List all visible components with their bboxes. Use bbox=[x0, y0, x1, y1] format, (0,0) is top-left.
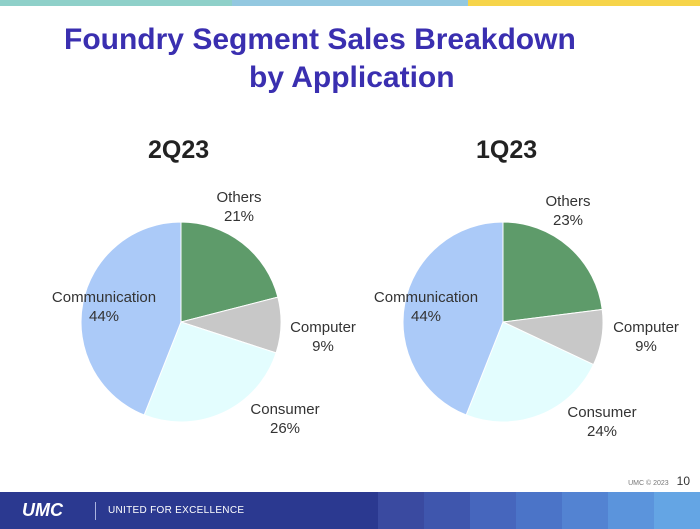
slice-percent: 44% bbox=[88, 308, 120, 325]
tagline: UNITED FOR EXCELLENCE bbox=[108, 505, 245, 516]
slice-name: Communication bbox=[51, 289, 157, 306]
slice-percent: 21% bbox=[223, 208, 255, 225]
label-communication-2q23: Communication 44% bbox=[46, 288, 162, 326]
title-line-1: Foundry Segment Sales Breakdown bbox=[64, 23, 576, 56]
slice-name: Consumer bbox=[250, 401, 320, 418]
slice-name: Computer bbox=[290, 319, 356, 336]
pie-slice-others bbox=[180, 221, 279, 323]
label-consumer-1q23: Consumer 24% bbox=[563, 403, 641, 441]
slice-name: Consumer bbox=[567, 404, 637, 421]
umc-logo: UMC bbox=[22, 500, 63, 520]
label-consumer-2q23: Consumer 26% bbox=[246, 400, 324, 438]
label-others-1q23: Others 23% bbox=[540, 192, 596, 230]
slice-percent: 26% bbox=[269, 420, 301, 437]
pie-slice-communication bbox=[80, 221, 182, 416]
slice-name: Others bbox=[545, 193, 591, 210]
label-others-2q23: Others 21% bbox=[212, 188, 266, 226]
footer-divider bbox=[95, 502, 96, 520]
pie-slice-others bbox=[502, 221, 603, 323]
chart-title-2q23: 2Q23 bbox=[148, 136, 210, 164]
slice-percent: 44% bbox=[410, 308, 442, 325]
label-communication-1q23: Communication 44% bbox=[368, 288, 484, 326]
footer-bar: UMC UNITED FOR EXCELLENCE bbox=[0, 492, 700, 529]
footer-decoration bbox=[378, 492, 700, 529]
slice-name: Others bbox=[216, 189, 262, 206]
page-info: UMC © 2023 10 bbox=[628, 474, 690, 488]
page-number: 10 bbox=[676, 474, 690, 488]
slice-percent: 9% bbox=[312, 338, 334, 355]
slice-name: Computer bbox=[613, 319, 679, 336]
slice-percent: 24% bbox=[586, 423, 618, 440]
copyright: UMC © 2023 bbox=[628, 480, 669, 487]
chart-title-1q23: 1Q23 bbox=[476, 136, 538, 164]
top-color-bar bbox=[0, 0, 700, 6]
pie-slice-consumer bbox=[465, 321, 595, 423]
slice-percent: 23% bbox=[552, 212, 584, 229]
pie-chart-1q23 bbox=[402, 221, 604, 423]
slice-name: Communication bbox=[373, 289, 479, 306]
pie-slice-communication bbox=[402, 221, 504, 416]
label-computer-2q23: Computer 9% bbox=[286, 318, 360, 356]
slice-percent: 9% bbox=[635, 338, 657, 355]
title-line-2: by Application bbox=[249, 61, 455, 94]
label-computer-1q23: Computer 9% bbox=[608, 318, 684, 356]
pie-chart-2q23 bbox=[80, 221, 282, 423]
pie-slice-consumer bbox=[143, 321, 277, 423]
